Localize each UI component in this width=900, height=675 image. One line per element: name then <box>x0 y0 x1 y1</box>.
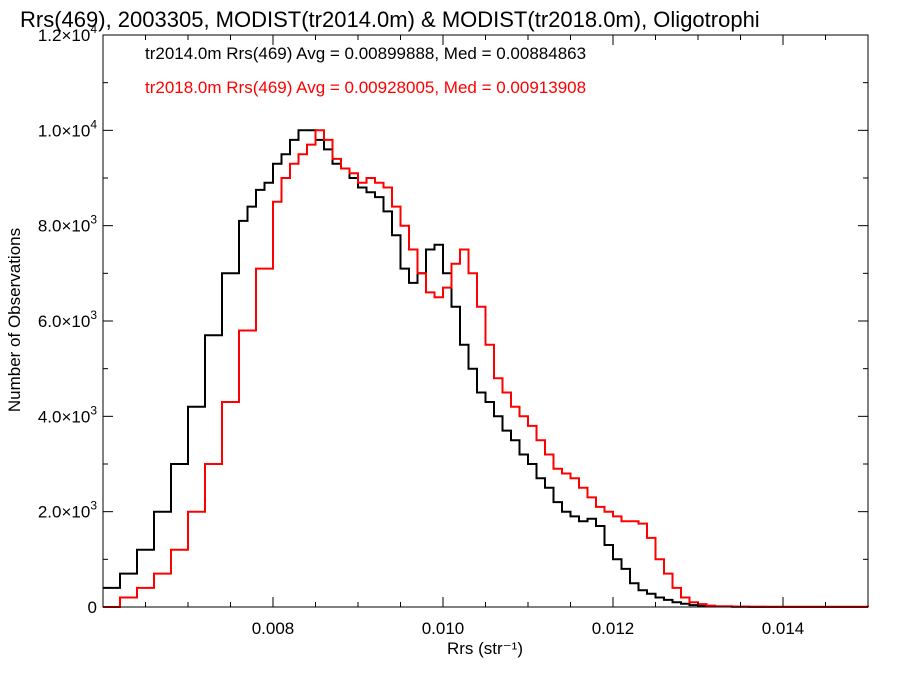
y-tick-label: 4.0×103 <box>38 403 97 426</box>
series-line-1 <box>103 129 869 608</box>
legend-entry-tr2014: tr2014.0m Rrs(469) Avg = 0.00899888, Med… <box>145 44 586 63</box>
x-tick-label: 0.012 <box>592 619 635 638</box>
x-tick-label: 0.008 <box>252 619 295 638</box>
legend-entry-tr2018: tr2018.0m Rrs(469) Avg = 0.00928005, Med… <box>145 78 586 97</box>
x-axis-label: Rrs (str⁻¹) <box>447 639 523 658</box>
x-tick-label: 0.014 <box>762 619 805 638</box>
series-line-2 <box>103 129 869 608</box>
y-tick-label: 6.0×103 <box>38 308 97 331</box>
x-tick-label: 0.010 <box>422 619 465 638</box>
y-tick-label: 8.0×103 <box>38 213 97 236</box>
y-tick-label: 2.0×103 <box>38 499 97 522</box>
y-axis-label: Number of Observations <box>5 228 24 412</box>
y-tick-label: 0 <box>88 598 97 617</box>
chart-title: Rrs(469), 2003305, MODIST(tr2014.0m) & M… <box>20 7 760 32</box>
plot-area: 0.008 0.010 0.012 0.014 0 2.0×103 4.0×103 6.0×1… <box>38 22 869 638</box>
y-tick-label: 1.0×104 <box>38 117 97 140</box>
y-tick-label: 1.2×104 <box>38 22 97 45</box>
